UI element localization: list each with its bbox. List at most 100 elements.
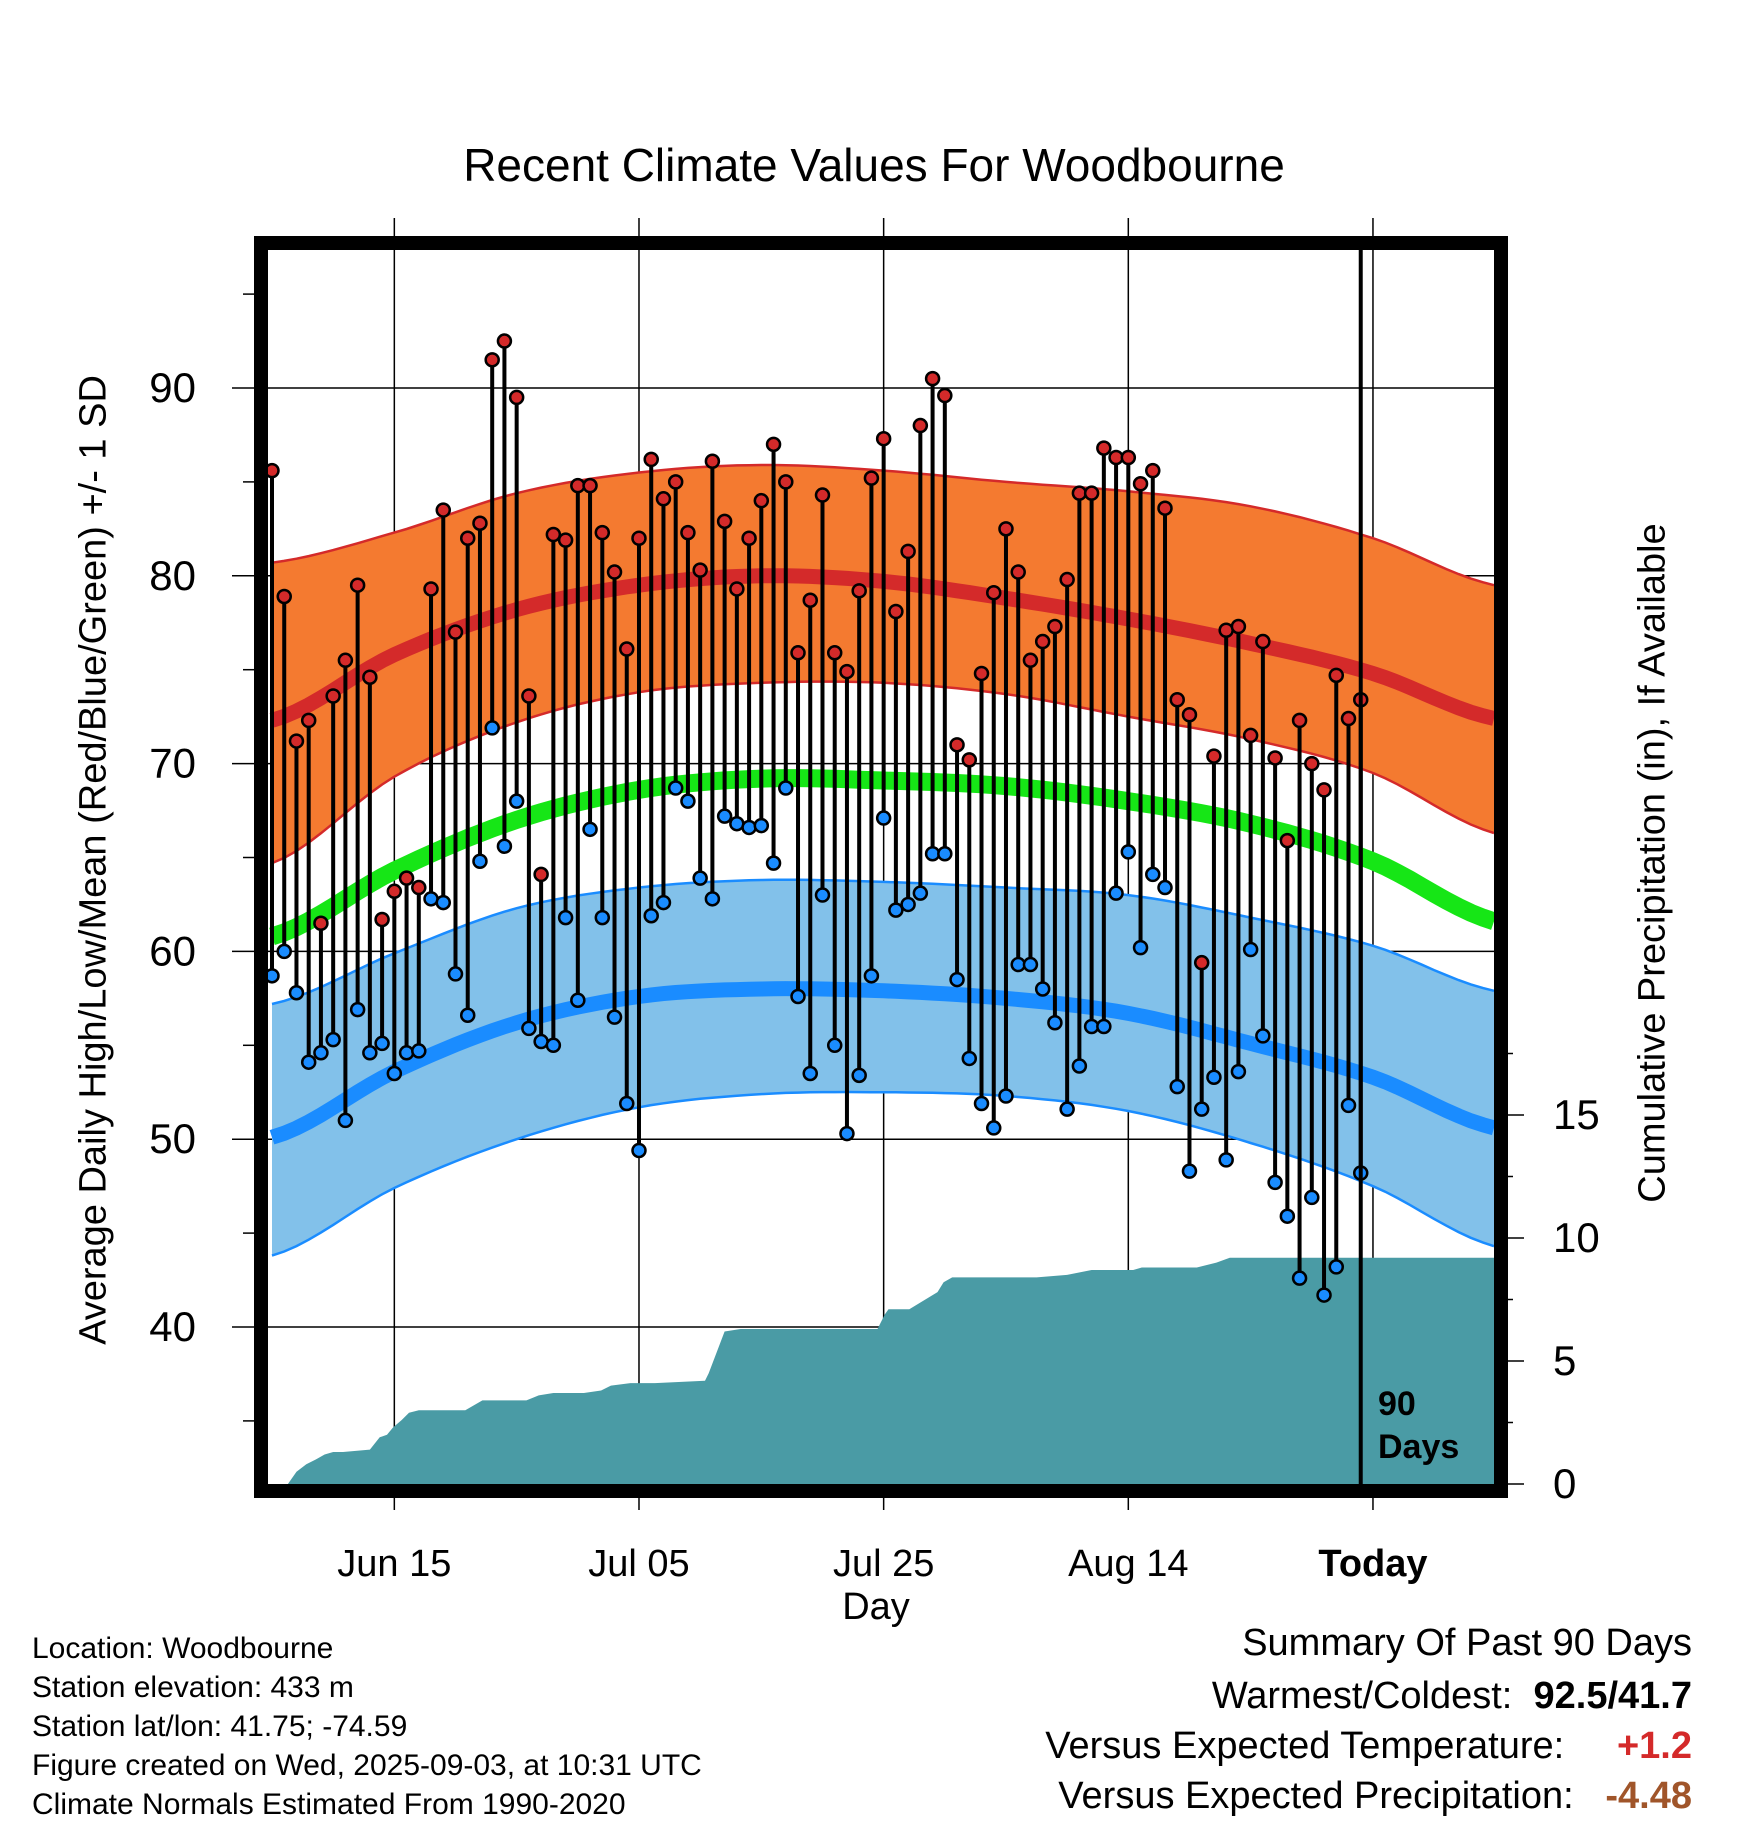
high-point-day-88 — [1340, 710, 1357, 727]
low-point-day-4 — [313, 1045, 329, 1061]
low-point-day-39 — [741, 819, 757, 836]
window-label-days: Days — [1378, 1428, 1460, 1466]
high-point-day-5 — [325, 688, 341, 704]
high-point-day-57 — [961, 752, 978, 768]
low-point-day-73 — [1157, 879, 1173, 896]
low-point-day-62 — [1022, 956, 1039, 973]
figure-created: Figure created on Wed, 2025-09-03, at 10… — [32, 1749, 702, 1782]
high-point-day-73 — [1157, 500, 1173, 516]
low-point-day-21 — [521, 1020, 537, 1037]
low-point-day-64 — [1047, 1015, 1063, 1031]
temp-anomaly-value: +1.2 — [1616, 1725, 1692, 1767]
high-point-day-58 — [973, 665, 990, 682]
high-point-day-49 — [863, 470, 880, 486]
low-point-day-80 — [1242, 941, 1259, 958]
low-point-day-53 — [912, 885, 929, 901]
high-point-day-54 — [924, 370, 941, 387]
low-point-day-52 — [900, 896, 916, 913]
high-point-day-44 — [802, 592, 819, 608]
high-point-day-27 — [594, 524, 611, 541]
low-point-day-76 — [1193, 1101, 1210, 1117]
high-point-day-75 — [1181, 707, 1198, 723]
y-tick-label-70: 70 — [149, 740, 196, 787]
low-point-day-29 — [619, 1095, 635, 1112]
low-point-day-68 — [1096, 1018, 1112, 1035]
high-point-day-30 — [631, 530, 647, 546]
high-point-day-17 — [472, 515, 488, 531]
low-point-day-57 — [961, 1050, 978, 1067]
high-point-day-79 — [1230, 618, 1247, 635]
x-tick-label-3: Aug 14 — [1068, 1543, 1188, 1585]
high-point-day-11 — [398, 870, 415, 886]
low-point-day-35 — [692, 870, 708, 886]
low-point-day-86 — [1316, 1287, 1332, 1303]
low-point-day-51 — [888, 902, 904, 918]
high-point-day-39 — [741, 530, 757, 546]
low-point-day-17 — [472, 853, 488, 870]
high-point-day-40 — [753, 492, 770, 509]
high-point-day-24 — [557, 532, 574, 548]
high-point-day-18 — [484, 352, 500, 368]
high-point-day-47 — [839, 663, 855, 680]
high-point-day-72 — [1145, 462, 1161, 479]
low-point-day-24 — [557, 909, 574, 926]
low-point-day-18 — [484, 720, 500, 736]
x-tick-label-1: Jul 05 — [588, 1543, 689, 1585]
low-point-day-50 — [875, 810, 892, 826]
low-point-day-85 — [1304, 1189, 1320, 1206]
high-point-day-84 — [1291, 712, 1308, 729]
low-point-day-60 — [998, 1088, 1014, 1104]
low-point-day-10 — [386, 1065, 403, 1082]
high-point-day-50 — [875, 430, 892, 447]
high-point-day-32 — [655, 491, 672, 507]
low-point-day-48 — [851, 1067, 867, 1084]
low-point-day-33 — [667, 780, 684, 796]
high-point-day-9 — [374, 911, 390, 928]
low-point-day-16 — [459, 1007, 476, 1024]
low-point-day-34 — [680, 793, 696, 809]
low-point-day-8 — [362, 1045, 378, 1061]
x-tick-label-4: Today — [1318, 1543, 1427, 1585]
low-point-day-82 — [1267, 1174, 1283, 1191]
high-point-day-36 — [704, 453, 721, 469]
high-point-day-16 — [459, 530, 476, 546]
x-tick-label-0: Jun 15 — [337, 1543, 451, 1585]
high-point-day-68 — [1096, 440, 1112, 456]
low-point-day-14 — [435, 894, 452, 911]
high-point-day-28 — [606, 564, 623, 580]
y2-tick-label-10: 10 — [1553, 1214, 1600, 1261]
daily-range-stems — [270, 341, 1363, 1296]
low-point-day-55 — [937, 845, 953, 862]
low-point-day-74 — [1169, 1078, 1185, 1095]
chart-title: Recent Climate Values For Woodbourne — [463, 139, 1285, 191]
high-point-day-46 — [826, 645, 843, 661]
low-point-day-7 — [349, 1001, 366, 1018]
high-point-day-59 — [985, 584, 1002, 601]
y2-tick-label-0: 0 — [1553, 1460, 1576, 1507]
high-point-day-71 — [1132, 476, 1149, 492]
low-point-day-1 — [276, 943, 292, 960]
y-tick-label-80: 80 — [149, 552, 196, 599]
high-point-day-7 — [349, 577, 366, 593]
low-point-day-59 — [985, 1120, 1002, 1136]
high-point-day-31 — [643, 451, 659, 468]
high-point-day-20 — [508, 389, 525, 406]
high-point-day-63 — [1034, 633, 1051, 650]
low-point-day-77 — [1206, 1069, 1222, 1085]
y-tick-label-60: 60 — [149, 927, 196, 974]
low-point-day-6 — [337, 1112, 354, 1129]
high-point-day-35 — [692, 562, 708, 578]
high-point-day-8 — [362, 669, 378, 685]
summary-temperature: Versus Expected Temperature: +1.2 — [1045, 1725, 1692, 1768]
low-point-day-9 — [374, 1035, 390, 1052]
y-tick-label-50: 50 — [149, 1115, 196, 1162]
low-point-day-26 — [582, 821, 598, 838]
low-point-day-79 — [1230, 1063, 1247, 1080]
coldest-value: 41.7 — [1618, 1675, 1692, 1717]
low-point-day-28 — [606, 1009, 623, 1025]
low-point-day-58 — [973, 1095, 990, 1112]
low-point-day-25 — [570, 992, 586, 1008]
high-point-day-74 — [1169, 691, 1185, 708]
high-point-day-15 — [447, 624, 464, 640]
